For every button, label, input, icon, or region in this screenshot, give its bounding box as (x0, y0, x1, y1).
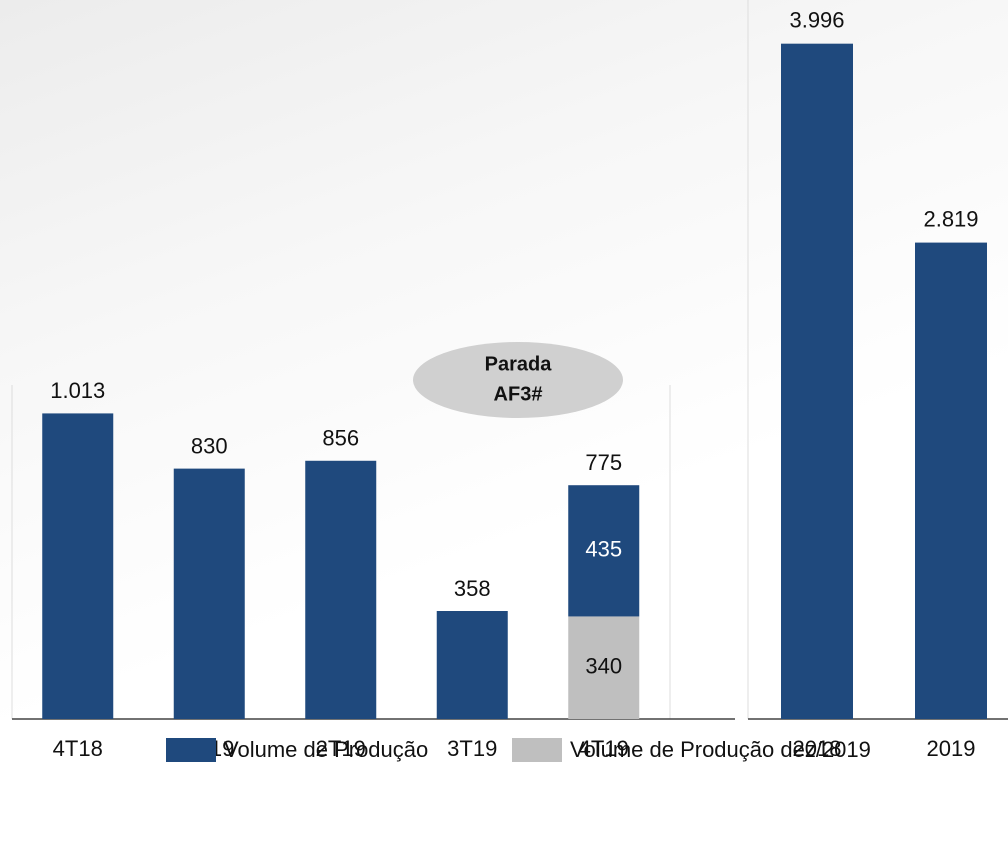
value-label: 3.996 (789, 7, 844, 32)
segment-label: 340 (585, 654, 622, 679)
bar-segment (42, 413, 114, 719)
annotation-bubble (413, 342, 623, 418)
bar-segment (305, 460, 377, 719)
total-label: 775 (585, 450, 622, 475)
legend-swatch (166, 738, 216, 762)
value-label: 358 (454, 576, 491, 601)
annotation: Parada (485, 353, 553, 375)
x-tick-label: 3T19 (447, 736, 497, 761)
x-tick-label: 4T19 (579, 736, 629, 761)
value-label: 2.819 (923, 206, 978, 231)
x-tick-label: 4T18 (53, 736, 103, 761)
x-tick-label: 2T19 (316, 736, 366, 761)
value-label: 1.013 (50, 378, 105, 403)
x-tick-label: 2019 (927, 736, 976, 761)
value-label: 856 (322, 426, 359, 451)
legend-label: Volume de Produção (224, 737, 428, 762)
value-label: 830 (191, 433, 228, 458)
legend-swatch (512, 738, 562, 762)
bar-segment (568, 616, 640, 719)
bar (915, 242, 987, 720)
bar-segment (436, 611, 508, 719)
bar-segment (568, 485, 640, 617)
bar (781, 43, 853, 719)
legend-label: Volume de Produção dez/2019 (570, 737, 871, 762)
segment-label: 435 (585, 537, 622, 562)
annotation: AF3# (494, 383, 543, 405)
x-tick-label: 2018 (793, 736, 842, 761)
bar-segment (173, 468, 245, 719)
